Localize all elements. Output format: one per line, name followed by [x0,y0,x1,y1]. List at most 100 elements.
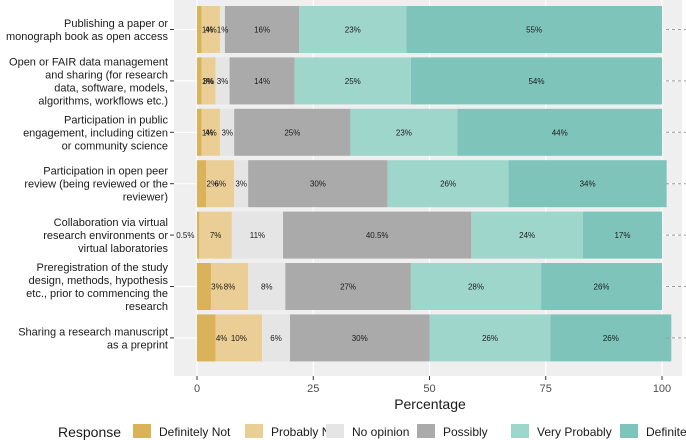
data-label: 3% [221,128,233,137]
bar-segment-definitely-not [197,6,202,53]
data-label: 14% [254,77,270,86]
data-label: 3% [217,77,229,86]
data-label: 1% [202,26,214,35]
bar-segment-definitely-not [197,263,211,310]
bar-segment-definitely-not [197,314,216,362]
data-label: 26% [440,180,456,189]
legend-swatch [511,424,529,438]
legend-swatch [133,424,151,438]
bar-segment-probably-not [210,263,249,310]
legend-swatch [620,424,638,438]
category-label-line: Participation in open peer [43,166,168,178]
data-label: 26% [594,283,610,292]
category-label-line: review (being reviewed or the [24,179,168,191]
category-label-line: data, software, models, [54,82,168,94]
bar-segment-definitely [541,263,662,310]
bar-segment-possibly [224,6,300,53]
data-label: 44% [552,128,568,137]
bar-segment-no-opinion [248,263,286,310]
bar-segment-probably-not [206,160,235,208]
x-axis-title: Percentage [394,396,466,412]
category-label-line: Sharing a research manuscript [18,326,168,338]
bar-segment-definitely [550,314,672,362]
category-label-line: design, methods, hypothesis [29,275,169,287]
x-axis-ticks: 0 25 50 75 100 [194,376,671,395]
bar-segment-definitely [406,6,662,53]
data-label: 34% [580,180,596,189]
data-label: 8% [261,283,273,292]
data-label: 24% [519,231,535,240]
data-label: 25% [284,128,300,137]
bar-segment-very-probably [471,211,583,259]
bar-segment-definitely-not [197,160,207,208]
category-label-line: reviewer) [123,192,168,204]
bar-segment-definitely [410,57,662,105]
category-label-line: Open or FAIR data management [9,56,168,68]
legend-label: Probably Not [271,425,341,439]
bar-segment-definitely-not [197,108,202,156]
category-label-line: etc., prior to commencing the [26,288,168,300]
data-label: 6% [270,334,282,343]
data-label: 4% [205,26,217,35]
category-label: Open or FAIR data management and sharing … [9,56,168,107]
legend-label: Definitely [646,425,686,439]
bar-segment-no-opinion [215,57,230,105]
bar-segment-no-opinion [262,314,290,362]
bar-segment-probably-not [215,314,263,362]
bar-segment-definitely [508,160,667,208]
bar-segment-definitely [457,108,662,156]
bar-segment-very-probably [410,263,542,310]
bar-segment-probably-not [201,57,216,105]
category-label-line: Collaboration via virtual [54,217,168,229]
category-label-line: and sharing (for research [45,69,168,81]
data-label: 23% [345,26,361,35]
data-labels: 1%4% 1% 16% 23% 55%1%3% 3% 14% 25% 54%1%4% 3% 25% 2… [176,26,630,343]
bar-segment-no-opinion [220,108,235,156]
data-label: 55% [526,26,542,35]
category-label-line: algorithms, workflows etc.) [38,95,168,107]
legend-title: Response [58,424,121,440]
x-tick-label: 50 [423,383,435,395]
data-label: 26% [603,334,619,343]
data-label: 2% [207,180,219,189]
legend-swatch [245,424,263,438]
category-label-line: research [125,301,168,313]
data-label: 54% [528,77,544,86]
data-label: 6% [214,180,226,189]
category-label: Participation in public engagement, inclu… [23,114,168,152]
category-label: Preregistration of the study design, meth… [26,262,168,313]
data-label: 10% [231,334,247,343]
legend-swatch [417,424,435,438]
data-label: 11% [250,231,265,240]
x-tick-label: 0 [194,383,200,395]
category-label-line: monograph book as open access [6,31,169,43]
data-label: 30% [310,180,326,189]
bar-segment-definitely-not [197,211,200,259]
data-label: 28% [468,283,484,292]
bar-segment-definitely [582,211,662,259]
bar-segment-possibly [285,263,411,310]
legend-label: No opinion [352,425,409,439]
bar-segment-probably-not [199,211,232,259]
data-label: 8% [224,283,236,292]
data-label: 16% [254,26,270,35]
bar-segment-probably-not [201,108,221,156]
bars [197,6,686,362]
legend-label: Possibly [443,425,488,439]
legend-label: Definitely Not [159,425,231,439]
bar-segment-no-opinion [231,211,284,259]
bar-segment-very-probably [350,108,458,156]
data-label: 30% [352,334,368,343]
data-label: 0.5% [176,231,194,240]
category-label-line: engagement, including citizen [23,127,168,139]
bar-segment-no-opinion [220,6,225,53]
data-label: 4% [205,128,217,137]
bar-segment-possibly [283,211,472,259]
data-label: 1% [202,128,214,137]
bar-segment-definitely-not [197,57,202,105]
data-label: 27% [340,283,356,292]
category-label-line: virtual laboratories [78,243,168,255]
category-label: Publishing a paper or monograph book as o… [6,18,169,43]
data-label: 3% [203,77,215,86]
